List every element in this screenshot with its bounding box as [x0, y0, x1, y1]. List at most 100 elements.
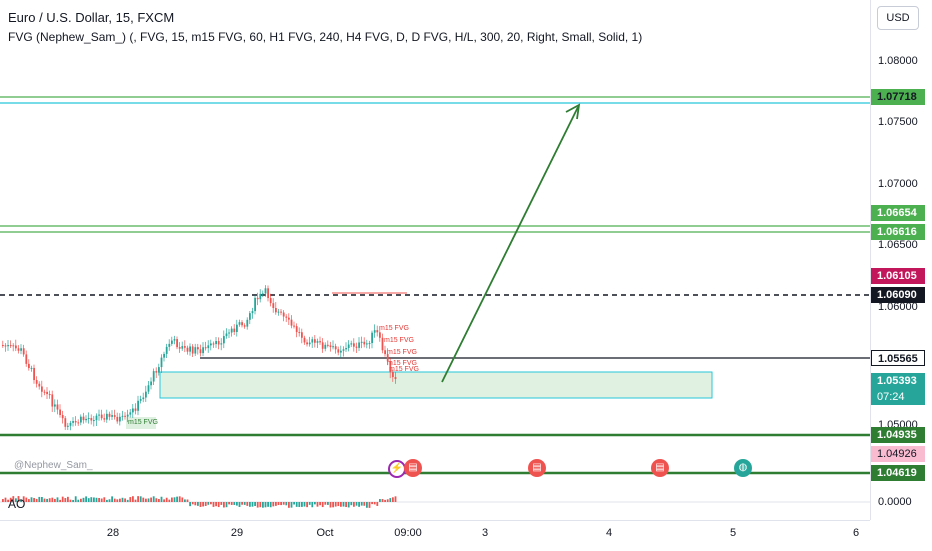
candle-body [381, 337, 384, 351]
ao-bar [51, 497, 54, 502]
candle-body [384, 350, 386, 355]
candle-body [155, 371, 158, 373]
candle-body [100, 414, 103, 419]
price-tag-1.04926: 1.04926 [871, 446, 925, 462]
candle-body [327, 344, 329, 346]
candle-body [329, 345, 332, 348]
candle-body [184, 346, 186, 348]
us-flag-icon[interactable]: ▤ [404, 459, 422, 477]
candle-body [197, 347, 199, 350]
ao-bar [158, 499, 160, 502]
candle-body [72, 421, 74, 423]
ao-bar [342, 502, 345, 507]
ao-bar [308, 502, 311, 505]
ao-bar [4, 497, 7, 502]
ao-bar [262, 502, 264, 508]
ao-bar [220, 502, 223, 505]
ao-bar [85, 496, 87, 502]
candle-body [288, 317, 290, 320]
candle-body [272, 303, 275, 309]
candle-body [366, 343, 368, 345]
ao-bar [90, 497, 93, 502]
candle-body [95, 415, 98, 421]
ao-bar [366, 502, 368, 508]
candle-body [137, 400, 139, 411]
candle-body [126, 414, 129, 417]
ao-bar [355, 502, 358, 506]
ao-bar [22, 496, 25, 502]
globe-icon[interactable]: ◍ [734, 459, 752, 477]
ao-bar [272, 502, 275, 507]
symbol-title[interactable]: Euro / U.S. Dollar, 15, FXCM [8, 10, 175, 25]
candle-body [308, 342, 311, 345]
ao-bar [392, 497, 394, 502]
us-flag-icon[interactable]: ▤ [651, 459, 669, 477]
candle-body [43, 391, 46, 393]
ao-bar [280, 502, 282, 506]
ao-bar [259, 502, 262, 508]
candle-body [41, 386, 43, 392]
ao-bar [386, 499, 389, 502]
ao-bar [324, 502, 327, 505]
ao-bar [340, 502, 342, 507]
ao-indicator-label[interactable]: AO [8, 497, 26, 511]
ao-bar [160, 496, 163, 502]
ao-bar [72, 499, 74, 502]
candle-body [204, 347, 207, 349]
ao-bar [139, 496, 142, 502]
ao-bar [360, 502, 363, 506]
candle-body [116, 416, 119, 422]
candle-body [15, 345, 17, 349]
us-flag-icon[interactable]: ▤ [528, 459, 546, 477]
candle-body [134, 408, 137, 411]
candle-body [373, 330, 376, 333]
candle-body [77, 422, 80, 424]
price-tag-1.06654: 1.06654 [871, 205, 925, 221]
price-tag-1.06616: 1.06616 [871, 224, 925, 240]
candle-body [28, 363, 30, 369]
candle-body [132, 408, 134, 413]
time-label: 09:00 [394, 527, 422, 539]
candle-body [80, 416, 82, 423]
ao-bar [316, 502, 319, 507]
currency-selector[interactable]: USD [877, 6, 919, 30]
ao-bar [111, 496, 113, 502]
price-tick: 1.07500 [878, 116, 918, 128]
time-scale[interactable] [0, 520, 870, 551]
ao-bar [202, 502, 204, 507]
ao-bar [332, 502, 334, 508]
ao-bar [389, 498, 392, 502]
candle-body [98, 414, 100, 416]
candle-body [262, 293, 264, 295]
price-chart[interactable] [0, 0, 870, 520]
candle-body [168, 343, 171, 347]
candle-body [150, 381, 152, 386]
ao-bar [394, 496, 397, 502]
candle-body [332, 346, 334, 348]
price-tag-1.06105: 1.06105 [871, 268, 925, 284]
ao-bar [121, 497, 124, 502]
ao-bar [145, 498, 147, 502]
time-label: 28 [106, 527, 120, 539]
candle-body [350, 343, 353, 345]
time-label: 4 [605, 527, 613, 539]
ao-bar [319, 502, 321, 506]
ao-bar [163, 499, 165, 502]
candle-body [285, 316, 288, 318]
candle-body [301, 332, 303, 338]
ao-bar [212, 502, 215, 507]
ao-bar [295, 502, 298, 507]
price-tag-1.05565: 1.05565 [871, 350, 925, 366]
fvg-small-box [126, 417, 156, 429]
candle-body [173, 339, 176, 341]
ao-bar [228, 502, 230, 505]
indicator-legend[interactable]: FVG (Nephew_Sam_) (, FVG, 15, m15 FVG, 6… [8, 30, 643, 44]
candle-body [178, 347, 181, 349]
fvg-label: m15 FVG [387, 360, 417, 367]
ao-bar [69, 499, 72, 502]
candle-body [275, 308, 277, 313]
price-tick: 1.06000 [878, 301, 918, 313]
ao-bar [33, 498, 35, 502]
candle-body [355, 346, 358, 348]
ao-bar [353, 502, 355, 507]
